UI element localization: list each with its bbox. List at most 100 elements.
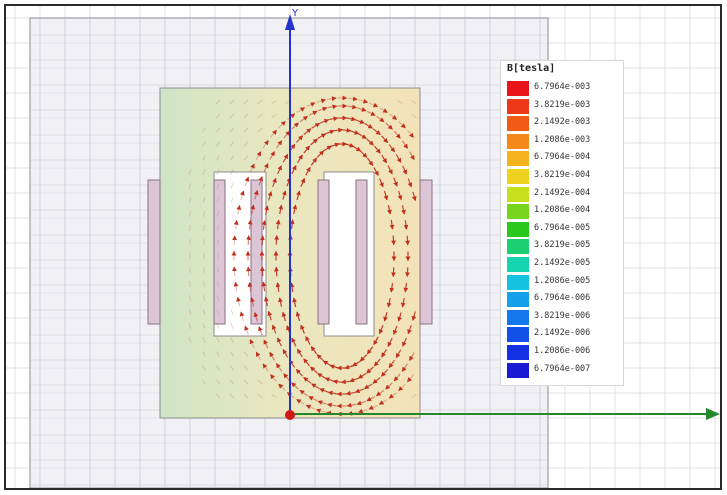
flux-vector-arrow [255,151,262,160]
flux-vector-arrow [386,297,392,308]
flux-vector-arrow [249,163,255,173]
legend-entry: 3.8219e-004 [507,169,621,184]
flux-vector-arrow [262,139,269,149]
legend-label: 3.8219e-004 [534,170,591,180]
flux-vector-arrow-faint [215,379,221,385]
flux-vector-arrow-faint [203,280,205,288]
flux-vector-arrow [305,166,311,176]
flux-vector-arrow-faint [230,351,234,357]
flux-vector-arrow [282,349,289,358]
coil-outer-right [419,179,433,325]
flux-vector-arrow [317,133,327,140]
flux-vector-arrow [319,119,330,124]
flux-vector-arrow [240,190,245,201]
flux-vector-arrow [376,115,385,123]
legend-swatch [507,309,529,325]
flux-vector-arrow-faint [271,393,277,399]
flux-vector-arrow [345,390,356,396]
flux-vector-arrow-faint [188,309,192,315]
flux-vector-arrow [401,140,408,149]
flux-vector-arrow [296,154,303,164]
flux-vector-arrow [305,404,316,410]
flux-vector-arrow-faint [202,308,206,316]
flux-vector-arrow [292,297,297,308]
flux-vector-arrow [236,204,242,215]
flux-vector-arrow [310,366,318,374]
flux-vector-arrow [402,165,407,175]
legend-swatch [507,274,529,290]
flux-vector-arrow-faint [202,155,206,161]
flux-vector-arrow [281,311,287,322]
flux-vector-arrow [368,102,379,108]
flux-vector-arrow [344,364,354,370]
field-legend[interactable]: B[tesla] 6.7964e-003 3.8219e-003 2.1492e-0… [500,60,624,386]
legend-entry: 1.2086e-003 [507,133,621,149]
flux-vector-arrow-faint [216,141,220,147]
flux-vector-arrow [247,219,253,230]
flux-vector-arrow [246,266,251,277]
flux-vector-arrow-faint [243,99,249,105]
legend-label: 1.2086e-006 [534,346,591,356]
flux-vector-arrow [358,133,367,140]
flux-vector-arrow [398,121,406,129]
flux-vector-arrow [269,151,275,160]
y-axis-arrowhead [285,14,295,30]
flux-vector-arrow-faint [243,393,249,399]
flux-vector-arrow [407,324,412,335]
flux-vector-arrow-faint [188,337,192,343]
flux-vector-arrow [287,113,296,120]
legend-label: 2.1492e-005 [534,258,591,268]
legend-entry: 6.7964e-006 [507,292,621,308]
flux-vector-arrow-faint [203,224,205,232]
flux-vector-arrow [392,325,398,336]
flux-vector-arrow-faint [216,365,220,371]
flux-vector-arrow-faint [216,183,220,189]
flux-vector-arrow [291,122,299,130]
flux-vector-arrow [373,358,381,367]
field-plot-viewport[interactable]: Y [6,6,720,488]
flux-vector-arrow-faint [188,182,192,190]
flux-vector-arrow [378,399,388,405]
flux-vector-arrow [310,345,317,355]
flux-vector-arrow-faint [271,113,277,119]
flux-vector-arrow [278,383,286,391]
legend-swatch [507,151,529,167]
flux-vector-arrow-faint [257,393,263,399]
flux-vector-arrow-faint [411,99,417,105]
flux-vector-arrow-faint [189,295,191,301]
flux-vector-arrow [326,402,337,408]
flux-vector-arrow-faint [202,183,206,189]
flux-vector-arrow [236,296,241,307]
flux-vector-arrow [296,348,303,358]
flux-vector-arrow [291,337,297,347]
flux-vector-arrow [389,219,395,230]
flux-vector-arrow [385,122,393,130]
legend-swatch [507,186,529,202]
flux-vector-arrow [366,396,376,402]
legend-label: 6.7964e-007 [534,363,591,374]
flux-vector-arrow-faint [216,155,220,161]
flux-vector-arrow-faint [257,379,263,385]
coil-right-a [317,179,330,325]
flux-vector-arrow [373,336,379,346]
legend-entry: 1.2086e-005 [507,274,621,290]
flux-vector-arrow [349,377,359,383]
flux-vector-arrow [397,312,403,322]
flux-vector-arrow-faint [202,351,206,357]
flux-vector-arrow-faint [216,196,220,204]
flux-vector-arrow-faint [229,141,235,147]
flux-vector-arrow [387,204,392,215]
flux-vector-arrow [305,335,311,345]
flux-vector-arrow [264,296,269,307]
coil-right-b [355,179,368,325]
flux-vector-arrow [278,120,286,129]
flux-vector-arrow-faint [216,295,220,301]
flux-vector-arrow [363,383,373,390]
flux-vector-arrow [244,325,249,335]
flux-vector-arrow [264,205,269,215]
flux-vector-arrow [348,96,358,102]
flux-vector-arrow-faint [189,224,191,232]
flux-vector-arrow [368,404,378,410]
flux-vector-arrow [344,143,355,148]
flux-vector-arrow [318,106,328,112]
